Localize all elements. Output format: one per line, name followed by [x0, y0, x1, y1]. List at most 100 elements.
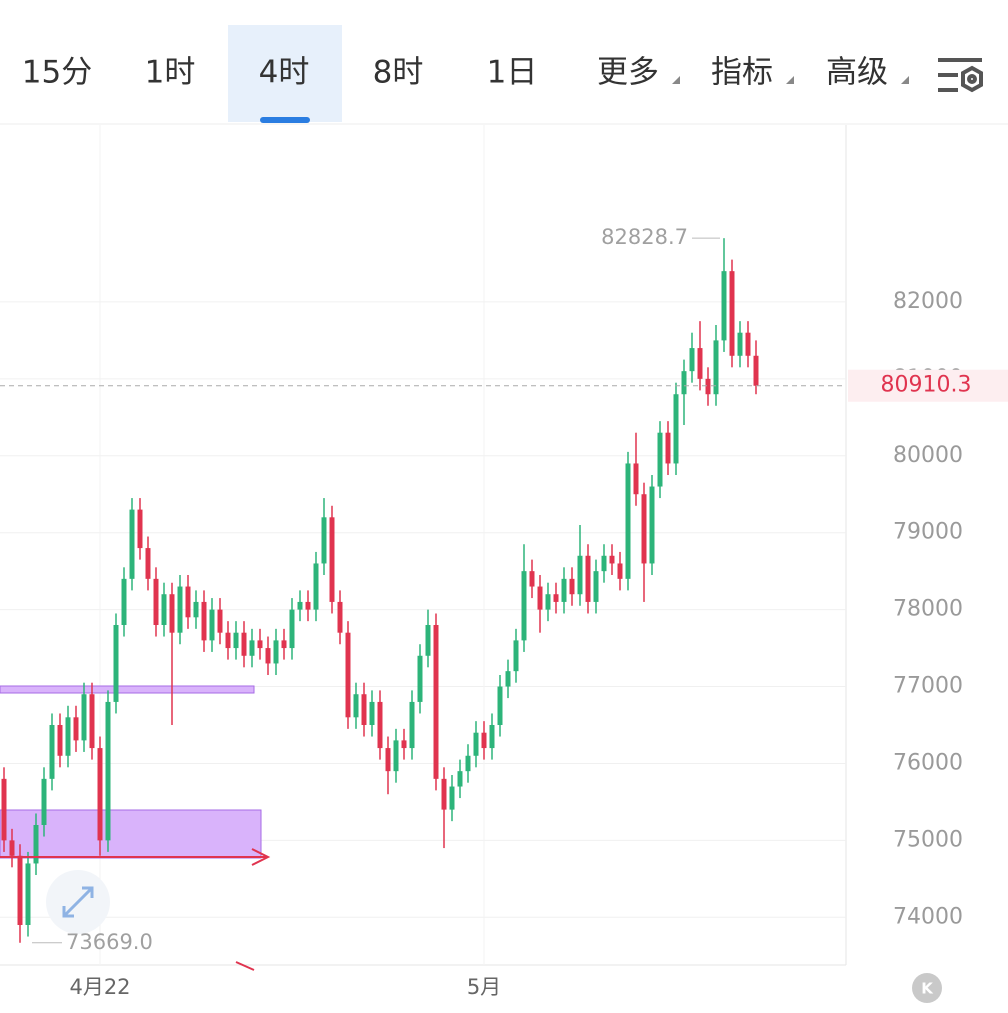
- timeframe-tab[interactable]: 更多: [597, 55, 659, 91]
- candle-body: [641, 494, 647, 564]
- candle-body: [537, 586, 543, 610]
- candle-body: [465, 755, 471, 772]
- candle-body: [169, 594, 175, 633]
- y-tick-label: 79000: [893, 520, 963, 545]
- candle-body: [521, 571, 527, 641]
- candle-body: [665, 432, 671, 464]
- candles: [1, 238, 759, 943]
- settings-icon[interactable]: [938, 58, 983, 93]
- candle-body: [161, 594, 167, 625]
- dropdown-caret: [786, 76, 794, 84]
- candle-body: [473, 732, 479, 756]
- candle-body: [209, 609, 215, 641]
- timeframe-tab[interactable]: 指标: [711, 55, 773, 91]
- x-tick-label: 4月22: [69, 975, 130, 999]
- candle-body: [257, 640, 263, 649]
- candle-body: [9, 840, 15, 856]
- candle-body: [577, 555, 583, 595]
- timeframe-tab[interactable]: 15分: [22, 55, 92, 91]
- candle-body: [1, 778, 7, 841]
- candle-body: [353, 694, 359, 718]
- candle-body: [249, 640, 255, 656]
- timeframe-tab[interactable]: 1日: [487, 55, 538, 91]
- candle-body: [457, 771, 463, 787]
- candle-body: [505, 671, 511, 687]
- candle-body: [433, 625, 439, 779]
- candle-body: [657, 432, 663, 487]
- candle-body: [689, 348, 695, 372]
- candle-body: [313, 563, 319, 610]
- timeframe-tab[interactable]: 高级: [826, 55, 888, 91]
- last-price-bg: [848, 369, 1008, 402]
- candle-body: [321, 517, 327, 564]
- candle-body: [409, 701, 415, 749]
- high-annotation: 82828.7: [601, 225, 688, 249]
- candle-body: [289, 609, 295, 649]
- timeframe-tab[interactable]: 1时: [145, 55, 196, 91]
- candle-body: [481, 732, 487, 749]
- dropdown-caret: [901, 76, 909, 84]
- candle-body: [177, 586, 183, 633]
- zone-lower: [0, 809, 262, 859]
- candle-body: [25, 863, 31, 925]
- candle-body: [105, 701, 111, 841]
- candle-body: [625, 463, 631, 579]
- candle-body: [121, 578, 127, 625]
- bottom-button[interactable]: K: [912, 973, 942, 1003]
- candle-body: [57, 725, 63, 756]
- candle-body: [497, 686, 503, 725]
- candle-body: [145, 548, 151, 579]
- selected-tab-indicator: [260, 117, 310, 123]
- expand-button[interactable]: [46, 870, 110, 934]
- candle-body: [569, 578, 575, 595]
- candle-body: [377, 701, 383, 749]
- candle-body: [737, 332, 743, 356]
- candle-body: [49, 725, 55, 779]
- candle-body: [273, 640, 279, 664]
- y-tick-label: 75000: [893, 827, 963, 852]
- candle-body: [713, 340, 719, 395]
- zone-upper: [0, 685, 255, 694]
- candle-body: [697, 348, 703, 379]
- last-price-label: 80910.3: [881, 373, 972, 398]
- candle-body: [345, 632, 351, 718]
- candle-body: [217, 609, 223, 633]
- candle-body: [753, 355, 759, 386]
- candle-body: [393, 740, 399, 772]
- candle-body: [153, 578, 159, 625]
- candle-body: [561, 578, 567, 602]
- candle-body: [129, 509, 135, 579]
- candle-body: [649, 486, 655, 564]
- candle-body: [113, 625, 119, 702]
- candle-body: [193, 601, 199, 618]
- candle-body: [425, 625, 431, 656]
- mark-fragment: [235, 961, 255, 971]
- candle-body: [225, 632, 231, 649]
- candle-body: [281, 640, 287, 649]
- timeframe-tab[interactable]: 4时: [259, 55, 310, 91]
- candle-body: [609, 555, 615, 564]
- candle-body: [601, 555, 607, 572]
- candle-body: [185, 586, 191, 618]
- y-tick-label: 82000: [893, 289, 963, 314]
- timeframe-tab[interactable]: 8时: [373, 55, 424, 91]
- candle-body: [241, 632, 247, 656]
- y-tick-label: 77000: [893, 674, 963, 699]
- candle-body: [137, 509, 143, 549]
- selected-tab-bg: [228, 25, 342, 122]
- candle-body: [337, 601, 343, 633]
- candle-body: [97, 748, 103, 841]
- bottom-icon-label: K: [921, 980, 934, 998]
- candle-body: [17, 855, 23, 925]
- candle-body: [513, 640, 519, 672]
- candle-body: [489, 725, 495, 749]
- candle-body: [417, 655, 423, 702]
- candle-body: [81, 694, 87, 741]
- candle-body: [617, 563, 623, 579]
- candle-body: [545, 594, 551, 610]
- candle-body: [593, 571, 599, 602]
- y-tick-label: 76000: [893, 750, 963, 775]
- x-tick-label: 5月: [467, 975, 501, 999]
